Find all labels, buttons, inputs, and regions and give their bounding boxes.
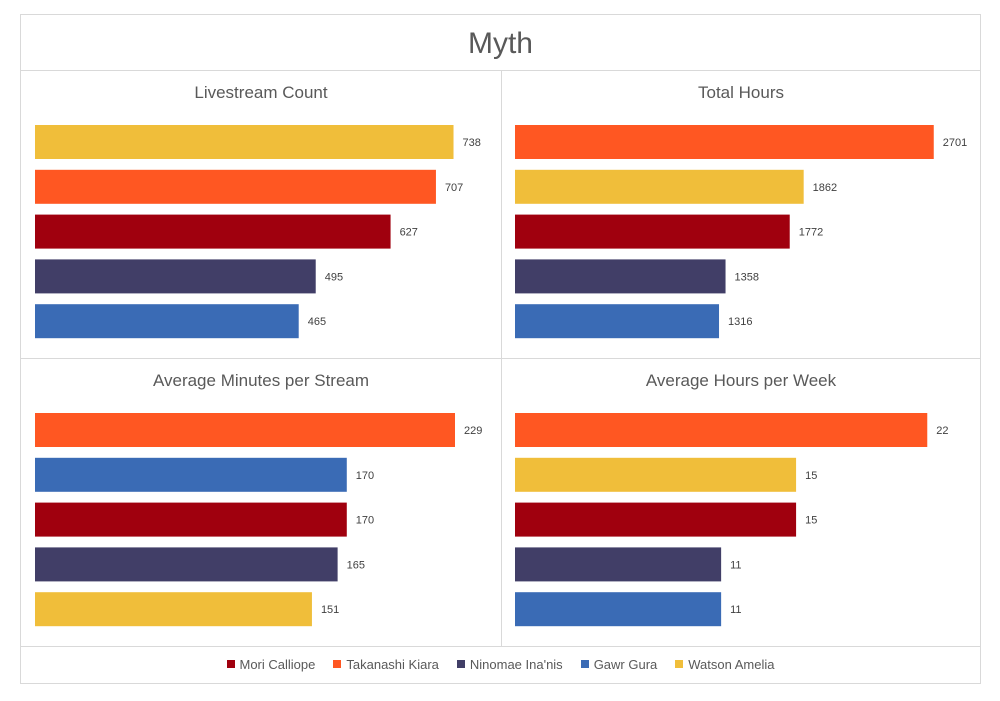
- legend-swatch: [675, 660, 684, 668]
- data-label: 11: [730, 559, 741, 571]
- panel-title: Average Minutes per Stream: [152, 371, 370, 390]
- bar-ninomae-ina-nis: [515, 547, 722, 582]
- legend-swatch: [456, 660, 465, 668]
- data-label: 495: [325, 271, 343, 283]
- bar-gawr-gura: [35, 457, 347, 492]
- bar-watson-amelia: [35, 592, 312, 627]
- bar-mori-calliope: [515, 214, 790, 249]
- divider-bottom: [21, 646, 980, 647]
- panel-title: Average Hours per Week: [645, 371, 837, 390]
- data-label: 229: [464, 425, 482, 437]
- bar-watson-amelia: [515, 457, 797, 492]
- bar-watson-amelia: [35, 125, 454, 159]
- bar-mori-calliope: [515, 502, 797, 537]
- data-label: 738: [463, 137, 481, 149]
- bar-ninomae-ina-nis: [35, 547, 338, 582]
- plot-total-hours: 2701 1862 1772 1358 1316: [515, 125, 967, 339]
- bar-gawr-gura: [515, 592, 722, 627]
- data-label: 1358: [735, 271, 759, 283]
- divider-top: [21, 70, 980, 71]
- legend-label: Mori Calliope: [239, 656, 316, 672]
- panel-average-hours-per-week: 22 15 15 11 11 Average Hours per Week: [501, 359, 981, 647]
- panel-livestream-count: 738 707 627 495 465 Livestream Count: [21, 71, 501, 359]
- chart-frame: Myth 738 707 627 495 465 Livestream Count 27…: [20, 14, 981, 684]
- data-label: 1862: [813, 182, 837, 194]
- bar-mori-calliope: [35, 214, 391, 249]
- data-label: 627: [400, 227, 418, 239]
- divider-middle: [21, 358, 980, 359]
- panel-total-hours: 2701 1862 1772 1358 1316 Total Hours: [501, 71, 981, 359]
- data-label: 1316: [728, 316, 752, 328]
- panel-title: Total Hours: [698, 83, 784, 102]
- legend-swatch: [580, 660, 589, 668]
- data-label: 1772: [799, 227, 823, 239]
- bar-watson-amelia: [515, 169, 804, 204]
- data-label: 11: [730, 604, 741, 616]
- legend-item: Gawr Gura: [580, 656, 658, 672]
- legend-label: Gawr Gura: [593, 656, 658, 672]
- data-label: 170: [356, 515, 374, 527]
- panel-title: Livestream Count: [194, 83, 328, 102]
- data-label: 707: [445, 182, 463, 194]
- data-label: 165: [347, 559, 365, 571]
- data-label: 170: [356, 470, 374, 482]
- legend-swatch: [333, 660, 342, 668]
- data-label: 2701: [943, 137, 967, 149]
- legend-label: Ninomae Ina'nis: [469, 656, 563, 672]
- legend-swatch: [226, 660, 235, 668]
- plot-average-minutes: 229 170 170 165 151: [35, 413, 482, 627]
- bar-takanashi-kiara: [515, 125, 934, 159]
- bar-mori-calliope: [35, 502, 347, 537]
- bar-ninomae-ina-nis: [515, 259, 726, 294]
- plot-average-hours: 22 15 15 11 11: [515, 413, 949, 627]
- legend-item: Takanashi Kiara: [333, 657, 439, 672]
- chart-title: Myth: [467, 27, 533, 60]
- data-label: 151: [321, 604, 339, 616]
- legend-item: Ninomae Ina'nis: [456, 656, 563, 672]
- data-label: 465: [308, 316, 326, 328]
- legend-item: Watson Amelia: [675, 656, 775, 672]
- legend-item: Mori Calliope: [226, 656, 316, 672]
- data-label: 15: [805, 515, 817, 527]
- divider-vertical: [501, 70, 502, 646]
- bar-takanashi-kiara: [35, 169, 436, 204]
- bar-takanashi-kiara: [35, 413, 455, 447]
- bar-gawr-gura: [35, 304, 299, 339]
- legend-label: Watson Amelia: [688, 656, 775, 672]
- plot-livestream-count: 738 707 627 495 465: [35, 125, 481, 339]
- data-label: 15: [805, 470, 817, 482]
- legend-label: Takanashi Kiara: [346, 656, 439, 672]
- bar-gawr-gura: [515, 304, 720, 339]
- legend: Mori Calliope Takanashi Kiara Ninomae In…: [21, 645, 980, 683]
- data-label: 22: [936, 425, 948, 437]
- panel-average-minutes-per-stream: 229 170 170 165 151 Average Minutes per Stre…: [21, 359, 501, 647]
- bar-ninomae-ina-nis: [35, 259, 316, 294]
- bar-takanashi-kiara: [515, 413, 928, 447]
